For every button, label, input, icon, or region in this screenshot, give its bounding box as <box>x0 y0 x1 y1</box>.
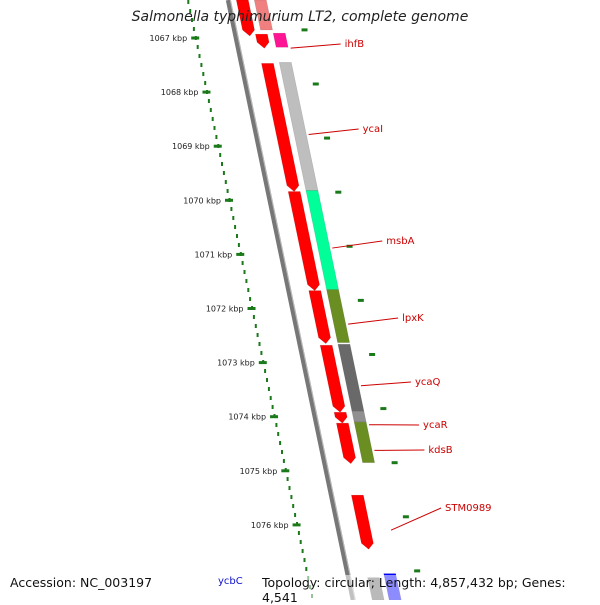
ruler-dot <box>200 63 202 67</box>
ruler-label: 1076 kbp <box>251 521 289 530</box>
gene-ycar <box>352 411 366 422</box>
gene-label-ycaq[interactable]: ycaQ <box>415 377 441 388</box>
ruler-dot <box>242 261 244 265</box>
ruler-dot <box>305 567 307 571</box>
ruler-label: 1074 kbp <box>228 413 266 422</box>
ruler-dot <box>268 387 270 391</box>
gene-label-ycai[interactable]: ycaI <box>363 124 384 135</box>
ruler-dot <box>244 270 246 274</box>
ruler-label: 1075 kbp <box>240 467 278 476</box>
ruler-dot <box>245 279 247 283</box>
ruler-dot <box>230 207 232 211</box>
ruler-dot <box>259 342 261 346</box>
ruler-dot <box>227 189 229 193</box>
gene-label-ycar[interactable]: ycaR <box>423 420 448 431</box>
gene-stm0989 <box>351 495 373 549</box>
ruler-dot <box>210 108 212 112</box>
ruler-dot <box>304 558 306 562</box>
ruler-dot <box>215 135 217 139</box>
leader-msba <box>332 241 382 248</box>
cds-arrow-lpxk <box>309 291 331 344</box>
gene-kdsb <box>354 422 374 463</box>
ruler-dot <box>272 405 274 409</box>
footer-bar: Accession: NC_003197 ycbC Topology: circ… <box>0 572 600 592</box>
ruler-dot <box>219 153 221 157</box>
topology-text: Topology: circular; Length: 4,857,432 bp… <box>262 575 600 605</box>
ruler-dot <box>266 378 268 382</box>
ruler-dot <box>199 54 201 58</box>
cds-arrow-ycar <box>334 412 347 423</box>
ruler-dot <box>257 333 259 337</box>
ruler-label: 1070 kbp <box>183 196 221 205</box>
ruler-label: 1068 kbp <box>161 88 199 97</box>
ruler-dot <box>204 81 206 85</box>
ruler-dot <box>221 162 223 166</box>
ruler-dot <box>275 423 277 427</box>
ruler-dot <box>292 504 294 508</box>
ruler-dot <box>225 180 227 184</box>
ruler-dot <box>255 324 257 328</box>
gene-label-kdsb[interactable]: kdsB <box>428 445 452 456</box>
ruler-dot <box>212 117 214 121</box>
gene-label-lpxk[interactable]: lpxK <box>402 313 424 324</box>
ruler-dot <box>247 288 249 292</box>
ruler-dot <box>270 396 272 400</box>
accession-text: Accession: NC_003197 <box>10 575 152 590</box>
ruler-dot <box>197 45 199 49</box>
leader-ycai <box>309 129 359 134</box>
ruler-label: 1069 kbp <box>172 142 210 151</box>
ruler-dot <box>238 243 240 247</box>
ruler-dot <box>279 441 281 445</box>
ruler-dot <box>294 513 296 517</box>
ruler-dot <box>264 369 266 373</box>
cds-arrow-kdsb <box>336 423 355 464</box>
ruler-dot <box>187 0 189 4</box>
leader-ihfb <box>291 44 341 48</box>
ruler-dot <box>298 531 300 535</box>
leader-stm0989 <box>391 508 441 530</box>
gene-label-ihfb[interactable]: ihfB <box>345 39 365 50</box>
ruler-dot <box>223 171 225 175</box>
ruler-dot <box>289 486 291 490</box>
ruler-dot <box>290 495 292 499</box>
ruler-dot <box>281 450 283 454</box>
ruler-dot <box>208 99 210 103</box>
leader-lpxk <box>348 318 398 324</box>
gene-label-msba[interactable]: msbA <box>386 236 414 247</box>
ruler-dot <box>214 126 216 130</box>
gene-ihfb <box>273 33 288 47</box>
map-title: Salmonella typhimurium LT2, complete gen… <box>0 9 600 25</box>
leader-ycaq <box>361 382 411 386</box>
ruler-dot <box>260 351 262 355</box>
ruler-dot <box>249 297 251 301</box>
ruler-dot <box>236 234 238 238</box>
ruler-label: 1071 kbp <box>195 250 233 259</box>
ruler-label: 1067 kbp <box>150 34 188 43</box>
ruler-dot <box>277 432 279 436</box>
gene-label-partial[interactable]: ycbC <box>218 576 243 587</box>
cds-strand <box>236 0 401 600</box>
ruler-label: 1073 kbp <box>217 359 255 368</box>
ruler-dot <box>300 540 302 544</box>
ruler-dot <box>302 549 304 553</box>
ruler-dot <box>234 225 236 229</box>
ruler-dot <box>287 477 289 481</box>
gene-label-stm0989[interactable]: STM0989 <box>445 503 492 514</box>
ruler-dot <box>202 72 204 76</box>
cds-arrow-ihfb <box>255 34 269 48</box>
ruler-dot <box>283 459 285 463</box>
ruler-label: 1072 kbp <box>206 305 244 314</box>
ruler-dot <box>232 216 234 220</box>
ruler-dot <box>253 315 255 319</box>
ruler-dot <box>193 27 195 31</box>
